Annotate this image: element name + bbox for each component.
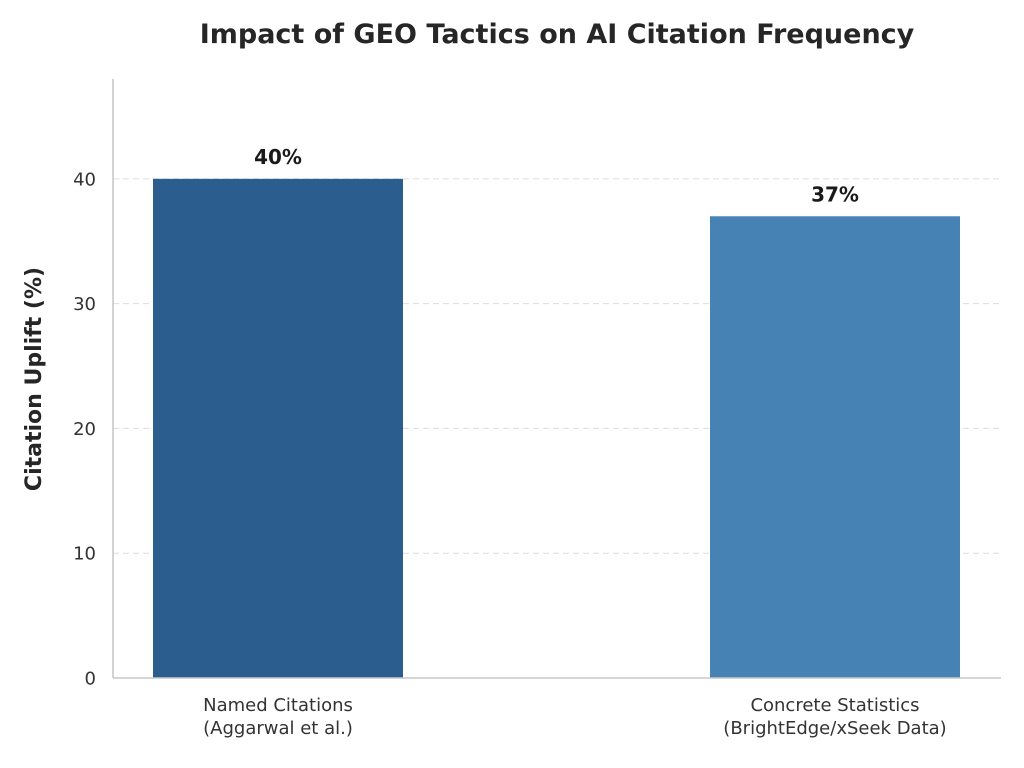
x-tick-label-line: Concrete Statistics [750,695,919,716]
y-tick-label: 30 [73,294,96,315]
x-tick-labels: Named Citations (Aggarwal et al.) Concrete… [203,695,947,739]
y-tick-label: 10 [73,544,96,565]
y-tick-label: 40 [73,169,96,190]
data-labels: 40% 37% [254,145,859,206]
x-tick-label-line: (BrightEdge/xSeek Data) [723,718,946,739]
x-tick-label-line: Named Citations [203,695,353,716]
data-label: 37% [811,182,859,206]
bar [710,216,960,679]
y-tick-label: 20 [73,419,96,440]
y-tick-label: 0 [85,669,96,690]
chart-title: Impact of GEO Tactics on AI Citation Fre… [200,19,915,50]
bar [153,178,403,679]
bars [153,178,960,679]
axes [112,79,1001,679]
x-tick-label-line: (Aggarwal et al.) [203,718,353,739]
y-tick-labels: 0 10 20 30 40 [73,169,96,689]
y-axis-label: Citation Uplift (%) [22,267,47,491]
data-label: 40% [254,145,302,169]
x-tick-label: Concrete Statistics (BrightEdge/xSeek Dat… [723,695,946,739]
x-tick-label: Named Citations (Aggarwal et al.) [203,695,353,739]
